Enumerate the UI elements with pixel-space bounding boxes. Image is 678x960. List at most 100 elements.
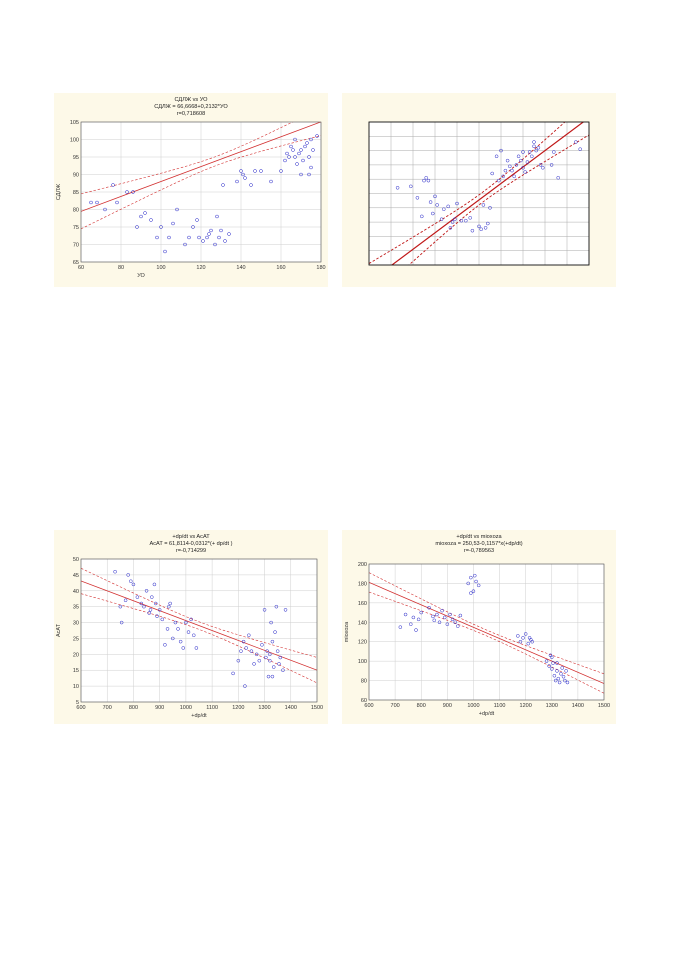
y-axis-label: СДЛЖ [56,184,62,200]
data-point [157,608,162,612]
y-tick-label: 50 [73,557,79,563]
data-point [307,172,311,177]
data-point [526,641,531,646]
y-tick-label: 15 [73,668,79,674]
data-point [293,155,297,159]
data-point [415,196,420,200]
data-point [167,235,171,240]
data-point [270,639,275,644]
data-point [428,200,433,204]
data-point [459,218,464,223]
data-point [541,166,545,170]
x-tick-label: 1500 [598,703,610,709]
data-point [275,649,280,653]
confidence-band-upper [81,122,294,195]
data-point [552,673,557,678]
regression-line [390,122,585,265]
y-tick-label: 30 [73,621,79,627]
data-point [474,579,478,584]
y-tick-label: 140 [358,620,367,626]
data-point [494,154,499,159]
data-point [398,625,403,629]
data-point [239,649,243,653]
data-point [420,214,424,219]
y-tick-label: 85 [73,190,79,196]
data-point [503,168,508,173]
data-point [266,674,271,679]
x-tick-label: 80 [118,265,124,271]
data-point [243,176,247,180]
data-point [273,630,277,634]
data-point [307,155,311,159]
regression-line [369,581,604,684]
data-point [552,150,556,154]
scatter-plot: 60 80 100 120 140 160 180 65 70 75 80 85 90 95 100 105 У… [56,120,326,279]
data-point [227,232,231,236]
data-point [488,206,492,210]
y-axis-label: mioxoza [344,621,350,642]
data-point [578,147,582,151]
data-point [287,155,291,159]
confidence-band-lower [408,134,589,265]
y-tick-label: 160 [358,601,367,607]
y-tick-label: 80 [361,679,367,685]
data-point [523,632,528,636]
x-tick-label: 1000 [467,703,479,709]
scatter-plot: 600 700 800 900 1000 1100 1200 1300 1400 1500 5 10 1… [56,557,323,719]
y-tick-label: 65 [73,260,79,266]
data-point [561,674,566,679]
data-point [466,581,470,586]
data-point [297,151,301,156]
x-tick-label: 800 [129,705,138,711]
data-point [497,178,501,183]
data-point [249,649,254,653]
x-tick-label: 900 [443,703,452,709]
x-tick-label: 800 [417,703,426,709]
y-tick-label: 180 [358,581,367,587]
data-point [192,633,196,638]
data-point [178,639,183,644]
y-tick-label: 70 [73,243,79,249]
chart-panel-sdlzh-vs-uo: СДЛЖ vs УО СДЛЖ = 66,6668+0,2132*УО r=0,… [54,93,328,287]
x-tick-label: 160 [276,265,285,271]
y-tick-label: 200 [358,562,367,568]
data-point [431,211,435,216]
data-point [279,169,283,173]
data-point [479,227,483,231]
data-point [271,665,276,669]
data-point [560,666,564,670]
data-point [555,661,559,665]
x-tick-label: 120 [196,265,205,271]
data-point [510,168,514,173]
data-point [236,658,241,663]
data-point [269,620,273,625]
data-point [481,203,486,207]
data-point [213,242,217,247]
x-tick-label: 140 [236,265,245,271]
data-point [215,214,219,219]
data-point [523,170,527,174]
data-point [439,217,444,221]
data-point [264,655,268,660]
data-point [409,184,413,189]
data-point [153,601,158,606]
data-point [309,165,313,170]
plot-frame [80,121,322,263]
data-point [270,674,275,679]
data-point [433,194,437,199]
x-tick-label: 1000 [180,705,192,711]
data-point [176,627,180,631]
data-point [544,659,549,663]
data-point [274,604,279,609]
data-point [155,235,159,240]
data-point [268,658,272,663]
data-point [205,235,209,240]
y-tick-label: 40 [73,589,79,595]
data-point [135,225,139,229]
chart-title: СДЛЖ vs УО [174,97,208,103]
scatter-plot [368,121,590,266]
data-point [557,680,562,685]
data-point [254,652,259,657]
y-tick-label: 35 [73,605,79,611]
data-point [252,662,256,666]
